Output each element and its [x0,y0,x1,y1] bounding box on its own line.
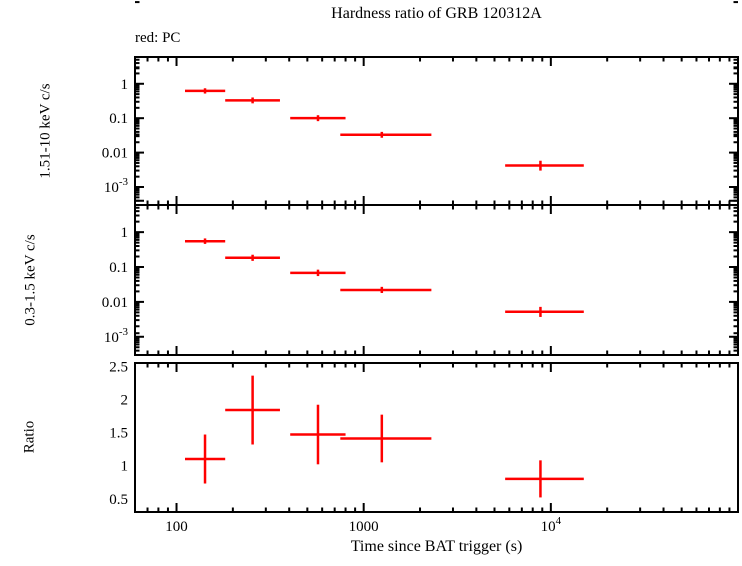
data-point [340,414,432,463]
y-ticks [135,56,738,206]
x-axis-label: Time since BAT trigger (s) [350,538,523,555]
figure-title: Hardness ratio of GRB 120312A [331,5,542,22]
y-axis-label-ratio-text: Ratio [21,420,38,454]
x-ticks [134,363,739,512]
y-ticks [135,1,738,335]
panel-hard-band: 1 0.1 0.01 10-3 [102,56,739,206]
x-tick-labels: 100 1000 104 [165,515,561,535]
panel-soft-band: 1 0.1 0.01 10-3 [102,204,739,356]
svg-text:1: 1 [121,459,129,475]
data-point [185,88,226,94]
series-hard-band [185,88,584,171]
data-point [505,306,584,317]
svg-text:0.1: 0.1 [109,260,128,276]
data-point [225,375,280,445]
svg-text:1: 1 [121,225,129,241]
svg-text:0.01: 0.01 [102,146,128,162]
y-ticks [135,204,738,356]
svg-text:104: 104 [541,515,562,535]
panel-ratio: 0.5 1 1.5 2 2.5 [109,1,739,513]
data-point [225,254,280,261]
data-point [225,97,280,104]
y-axis-label-hard-band-text: 1.51-10 keV c/s [37,83,54,179]
svg-text:100: 100 [165,519,188,535]
svg-text:1: 1 [121,77,129,93]
panel-frame [134,362,739,513]
svg-text:0.1: 0.1 [109,111,128,127]
y-tick-labels: 1 0.1 0.01 10-3 [102,225,129,346]
data-point [185,434,226,484]
data-point [340,131,432,138]
series-ratio [185,375,584,498]
panel-frame [134,204,739,356]
y-tick-labels: 1 0.1 0.01 10-3 [102,77,129,196]
y-axis-label-soft-band-text: 0.3-1.5 keV c/s [22,234,39,326]
svg-text:1.5: 1.5 [109,426,128,442]
data-point [185,238,226,244]
data-point [290,115,346,122]
series-soft-band [185,238,584,317]
x-ticks [134,205,739,355]
svg-text:10-3: 10-3 [104,176,129,196]
y-tick-labels: 0.5 1 1.5 2 2.5 [109,359,128,507]
panel-frame [134,56,739,206]
mode-annotation: red: PC [135,30,181,46]
data-point [290,269,346,277]
svg-text:1000: 1000 [349,519,379,535]
data-point [340,286,432,293]
x-ticks [134,57,739,205]
svg-text:2: 2 [121,392,129,408]
svg-text:10-3: 10-3 [104,326,129,346]
svg-text:0.01: 0.01 [102,295,128,311]
svg-text:0.5: 0.5 [109,492,128,508]
svg-text:2.5: 2.5 [109,359,128,375]
data-point [290,404,346,465]
data-point [505,460,584,498]
data-point [505,160,584,171]
